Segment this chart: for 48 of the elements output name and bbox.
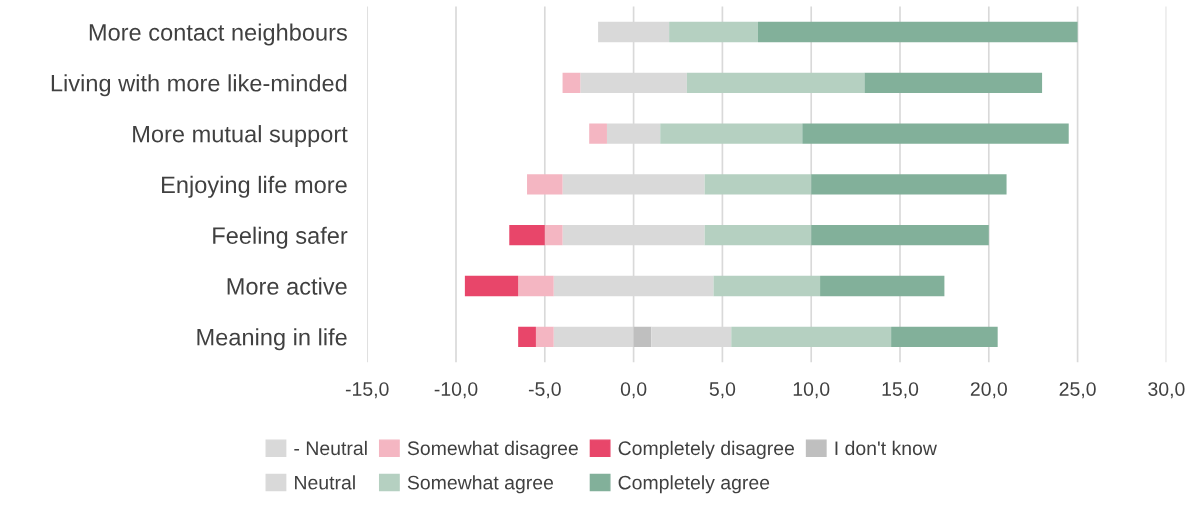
x-tick-label: 15,0 — [882, 382, 919, 399]
y-tick-label: More active — [227, 277, 347, 295]
bar — [660, 123, 803, 144]
x-tick-label: 0,0 — [620, 382, 647, 399]
bar — [518, 326, 536, 347]
bar — [731, 326, 892, 347]
y-tick-label: Feeling safer — [213, 226, 348, 249]
bar — [527, 174, 563, 195]
x-tick-label: -10,0 — [434, 382, 478, 399]
bar — [704, 225, 812, 246]
legend-label: Somewhat agree — [407, 475, 554, 494]
x-tick-label: -15,0 — [345, 382, 389, 399]
y-tick-label: More contact neighbours — [89, 23, 347, 46]
legend-label: Completely disagree — [618, 440, 795, 459]
legend-label: Neutral — [295, 475, 355, 490]
bar — [704, 174, 812, 195]
bar — [802, 123, 1069, 144]
bar — [464, 275, 519, 297]
bar — [686, 72, 865, 93]
bar — [757, 21, 1078, 43]
x-tick-label: 25,0 — [1059, 382, 1096, 399]
x-tick-label: 10,0 — [793, 382, 830, 399]
bar — [633, 326, 652, 347]
bar — [811, 174, 1007, 195]
bar — [509, 225, 545, 246]
legend-label: Completely agree — [618, 475, 770, 494]
bar — [891, 326, 998, 347]
y-tick-label: More mutual support — [133, 125, 348, 148]
bar — [820, 275, 945, 297]
x-tick-label: 30,0 — [1148, 382, 1185, 399]
bar — [864, 72, 1043, 93]
x-tick-label: -5,0 — [528, 382, 561, 399]
legend-label: I don't know — [835, 440, 937, 456]
x-tick-label: 5,0 — [709, 382, 736, 399]
bar — [713, 275, 821, 297]
legend-label: - Neutral — [294, 440, 367, 456]
bar — [811, 225, 989, 246]
bar — [518, 275, 554, 297]
x-tick-label: 20,0 — [970, 382, 1007, 399]
legend-label: Somewhat disagree — [407, 440, 578, 459]
bar — [544, 225, 563, 246]
y-tick-label: Meaning in life — [197, 328, 347, 351]
bar — [562, 72, 581, 93]
bar — [535, 326, 554, 347]
y-tick-label: Living with more like-minded — [51, 74, 347, 97]
bar — [669, 21, 758, 43]
y-tick-label: Enjoying life more — [162, 175, 347, 198]
bar — [589, 123, 607, 144]
